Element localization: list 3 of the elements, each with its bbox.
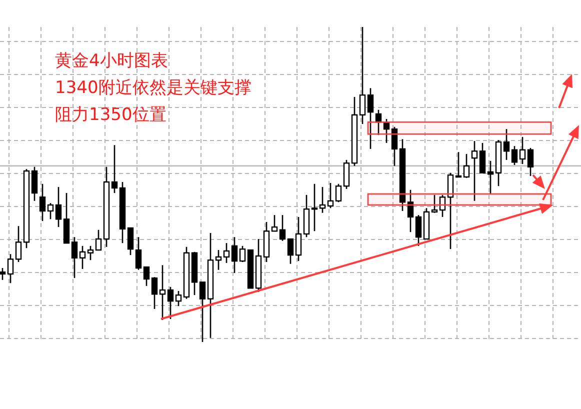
annotation: 黄金4小时图表 (55, 51, 168, 71)
annotation: 阻力1350位置 (55, 105, 166, 125)
annotation: 1340附近依然是关键支撑 (55, 78, 252, 98)
